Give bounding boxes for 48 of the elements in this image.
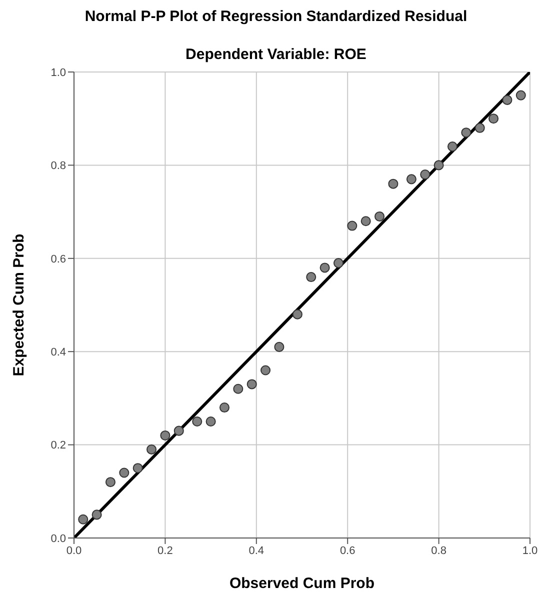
point <box>274 342 284 352</box>
point <box>360 216 371 226</box>
point <box>516 90 526 100</box>
point <box>192 416 202 427</box>
y-tick-label: 0.4 <box>50 346 66 359</box>
point <box>206 416 216 427</box>
point <box>160 430 170 440</box>
point <box>119 468 130 478</box>
point <box>306 272 316 282</box>
point <box>219 402 230 413</box>
point <box>434 160 444 170</box>
point <box>420 170 430 180</box>
x-tick-label: 0.6 <box>340 544 356 557</box>
y-tick-label: 0.8 <box>50 160 66 172</box>
point <box>388 178 398 189</box>
x-tick-label: 0.0 <box>66 544 82 557</box>
point <box>292 309 302 320</box>
x-axis-title: Observed Cum Prob <box>229 575 375 592</box>
y-tick-label: 1.0 <box>50 66 66 79</box>
x-tick-label: 0.4 <box>248 544 264 557</box>
point <box>132 463 143 474</box>
y-tick-label: 0.6 <box>50 253 66 266</box>
point <box>260 365 271 376</box>
x-tick-label: 1.0 <box>522 544 538 557</box>
point <box>78 514 88 524</box>
point <box>461 128 472 138</box>
y-tick-label: 0.2 <box>50 440 66 452</box>
x-tick-label: 0.2 <box>158 544 173 557</box>
point <box>174 426 184 436</box>
point <box>406 174 416 184</box>
point <box>320 262 330 273</box>
point <box>233 384 244 394</box>
y-tick-label: 0.0 <box>50 532 66 545</box>
point <box>474 122 485 133</box>
chart-subtitle: Dependent Variable: ROE <box>184 46 368 65</box>
y-axis-title: Expected Cum Prob <box>10 234 28 376</box>
point <box>333 258 344 268</box>
point <box>92 510 102 520</box>
point <box>146 444 157 454</box>
x-tick-label: 0.8 <box>431 544 446 557</box>
point <box>246 379 257 390</box>
point <box>374 211 385 222</box>
point <box>502 94 512 105</box>
chart-title: Normal P-P Plot of Regression Standardized Residual <box>84 8 468 27</box>
point <box>347 220 358 231</box>
point <box>105 477 116 488</box>
point <box>488 114 499 124</box>
point <box>447 142 458 152</box>
